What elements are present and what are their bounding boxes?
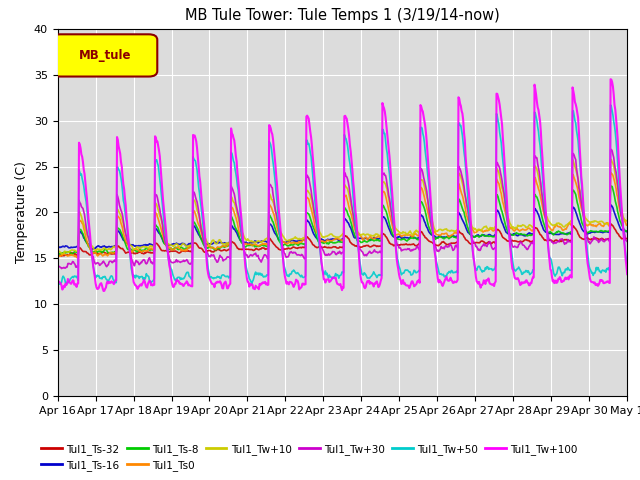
FancyBboxPatch shape (52, 34, 157, 76)
Y-axis label: Temperature (C): Temperature (C) (15, 161, 28, 264)
Text: MB_tule: MB_tule (79, 49, 131, 62)
Legend: Tul1_Ts-32, Tul1_Ts-16, Tul1_Ts-8, Tul1_Ts0, Tul1_Tw+10, Tul1_Tw+30, Tul1_Tw+50,: Tul1_Ts-32, Tul1_Ts-16, Tul1_Ts-8, Tul1_… (37, 439, 582, 475)
Title: MB Tule Tower: Tule Temps 1 (3/19/14-now): MB Tule Tower: Tule Temps 1 (3/19/14-now… (185, 9, 500, 24)
